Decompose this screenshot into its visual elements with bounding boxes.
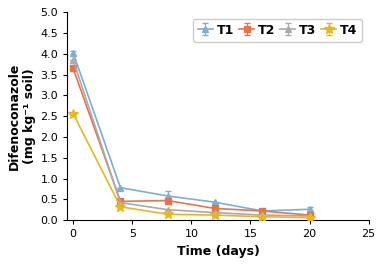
Legend: T1, T2, T3, T4: T1, T2, T3, T4 xyxy=(193,19,362,41)
Y-axis label: Difenoconazole
(mg kg⁻¹ soil): Difenoconazole (mg kg⁻¹ soil) xyxy=(8,63,36,170)
X-axis label: Time (days): Time (days) xyxy=(177,245,259,258)
